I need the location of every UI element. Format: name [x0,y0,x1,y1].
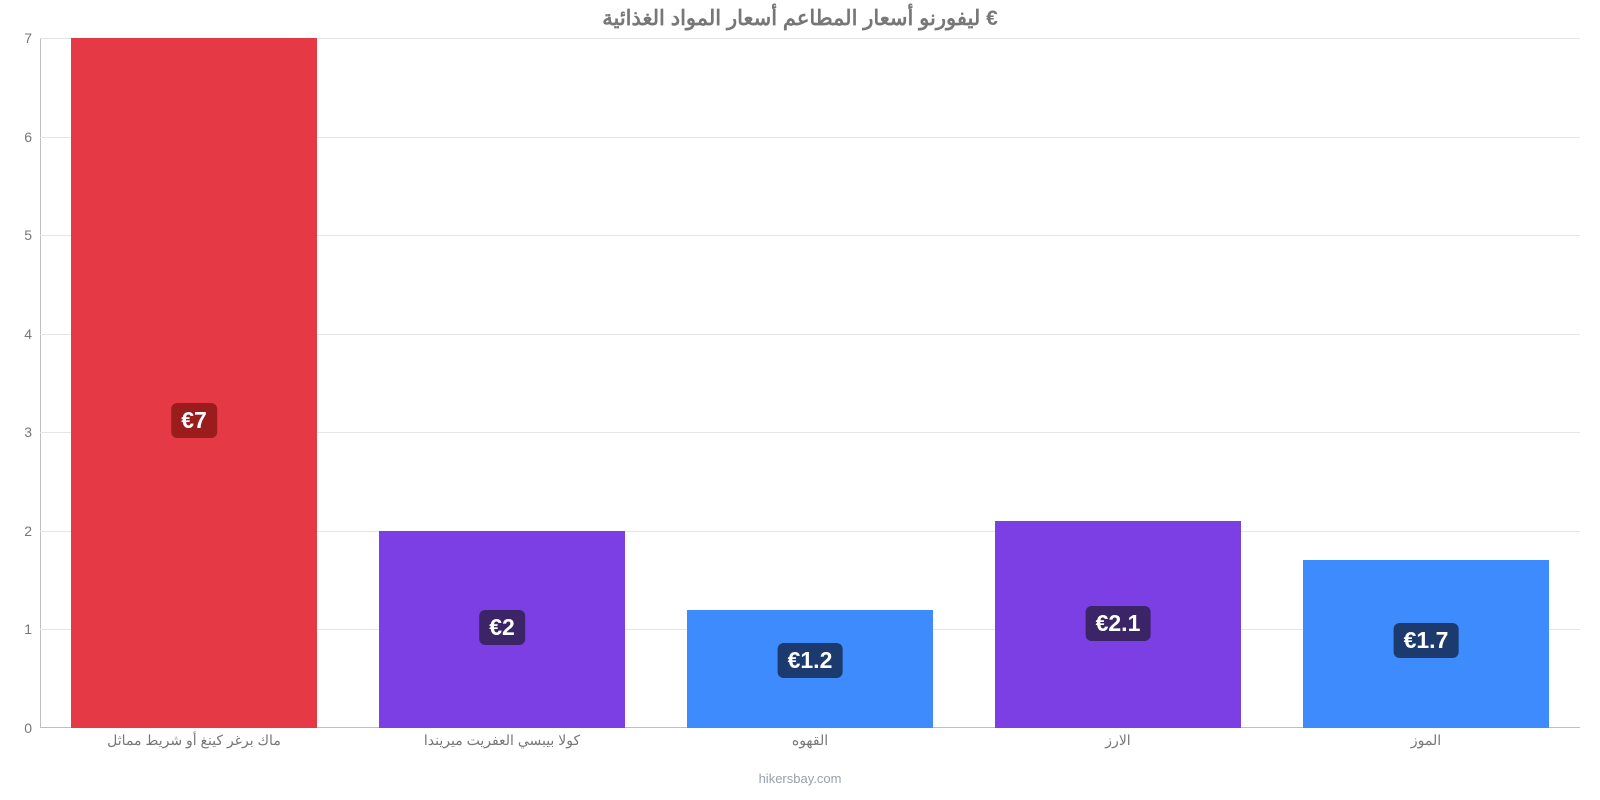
y-tick-label: 5 [24,227,40,243]
y-tick-label: 0 [24,720,40,736]
credit-text: hikersbay.com [0,771,1600,786]
value-badge: €1.2 [778,643,843,678]
x-tick-label: كولا بيبسي العفريت ميريندا [424,732,580,749]
value-badge: €1.7 [1394,623,1459,658]
y-axis [40,38,41,728]
x-tick-label: القهوه [792,732,828,749]
bar: €7 [71,38,317,728]
y-tick-label: 4 [24,326,40,342]
x-tick-label: الارز [1105,732,1130,749]
value-badge: €2.1 [1086,606,1151,641]
y-tick-label: 3 [24,424,40,440]
bar: €1.2 [687,610,933,728]
bar: €2 [379,531,625,728]
value-badge: €7 [171,403,217,438]
value-badge: €2 [479,610,525,645]
chart-title: ليفورنو أسعار المطاعم أسعار المواد الغذا… [0,6,1600,31]
bar: €2.1 [995,521,1241,728]
bar: €1.7 [1303,560,1549,728]
x-tick-label: الموز [1411,732,1441,749]
y-tick-label: 1 [24,621,40,637]
x-labels-row: ماك برغر كينغ أو شريط مماثل كولا بيبسي ال… [40,732,1580,762]
x-tick-label: ماك برغر كينغ أو شريط مماثل [107,732,281,749]
y-tick-label: 6 [24,129,40,145]
chart-container: ليفورنو أسعار المطاعم أسعار المواد الغذا… [0,0,1600,800]
y-tick-label: 2 [24,523,40,539]
y-tick-label: 7 [24,30,40,46]
plot-area: 01234567€7€2€1.2€2.1€1.7 [40,38,1580,728]
